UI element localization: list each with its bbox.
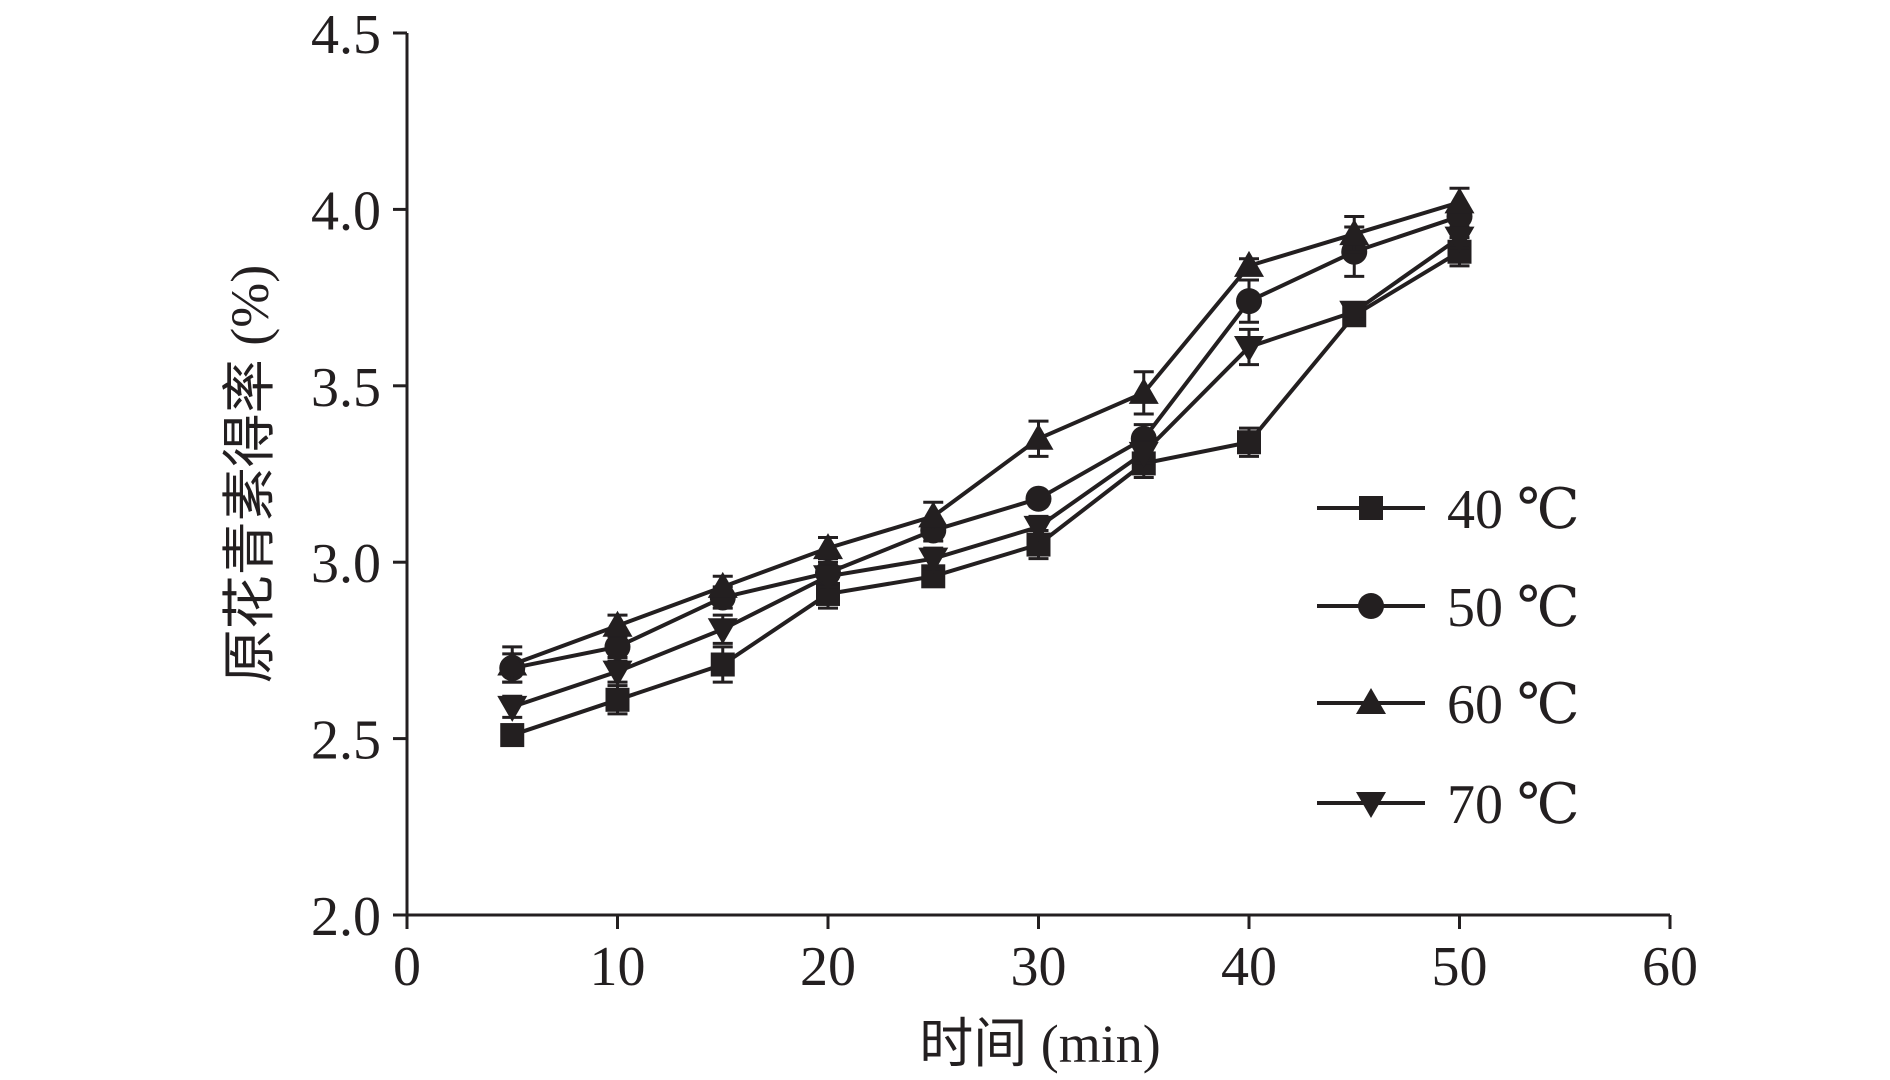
y-tick-label: 4.5 — [311, 4, 381, 66]
legend-item: 70 ℃ — [1317, 774, 1580, 836]
marker-square — [500, 723, 525, 748]
marker-triangle-up — [1234, 250, 1264, 277]
marker-circle — [1236, 288, 1262, 315]
legend-label: 40 ℃ — [1447, 479, 1580, 541]
x-tick-label: 60 — [1642, 936, 1698, 998]
series-40c — [500, 236, 1472, 748]
series-line — [511, 200, 1461, 667]
marker-circle — [604, 633, 631, 660]
y-tick-label: 2.5 — [311, 710, 381, 772]
marker-triangle-up — [707, 571, 738, 598]
marker-triangle-up — [918, 501, 949, 528]
x-tick-label: 40 — [1221, 936, 1277, 998]
marker-triangle-up — [1339, 219, 1370, 246]
marker-triangle-down — [1356, 792, 1386, 818]
series-60c — [497, 186, 1475, 684]
marker-triangle-up — [1023, 423, 1054, 450]
series-line — [511, 250, 1461, 737]
marker-triangle-down — [1234, 335, 1264, 362]
marker-triangle-up — [1356, 688, 1386, 714]
marker-triangle-down — [602, 660, 633, 687]
y-tick-label: 2.0 — [311, 886, 381, 948]
marker-triangle-down — [1023, 515, 1054, 542]
marker-triangle-down — [497, 695, 528, 722]
marker-triangle-up — [1444, 187, 1475, 214]
marker-square — [710, 652, 735, 677]
series-line — [511, 235, 1461, 709]
y-tick-label: 3.5 — [311, 357, 381, 419]
legend-item: 50 ℃ — [1317, 577, 1580, 639]
x-tick-label: 0 — [393, 936, 421, 998]
y-tick-label: 4.0 — [311, 180, 381, 242]
legend-label: 60 ℃ — [1447, 674, 1580, 736]
x-tick-label: 30 — [1011, 936, 1067, 998]
marker-circle — [1025, 485, 1052, 512]
marker-triangle-up — [813, 533, 843, 560]
marker-square — [605, 687, 630, 712]
marker-square — [1237, 430, 1261, 455]
marker-triangle-down — [813, 565, 843, 592]
legend-label: 70 ℃ — [1447, 774, 1580, 836]
legend-item: 40 ℃ — [1317, 479, 1580, 541]
legend-label: 50 ℃ — [1447, 577, 1580, 639]
marker-circle — [1358, 593, 1384, 619]
x-tick-label: 10 — [590, 936, 646, 998]
x-axis-label: 时间 (min) — [919, 1014, 1160, 1074]
marker-square — [1359, 496, 1383, 520]
marker-triangle-up — [1128, 377, 1159, 404]
marker-triangle-up — [602, 610, 633, 637]
x-tick-label: 20 — [800, 936, 856, 998]
series-70c — [497, 225, 1475, 722]
marker-triangle-down — [707, 618, 738, 645]
legend-item: 60 ℃ — [1317, 674, 1580, 736]
x-tick-label: 50 — [1432, 936, 1488, 998]
marker-triangle-down — [1339, 300, 1370, 327]
marker-triangle-down — [918, 547, 949, 574]
series-50c — [499, 203, 1473, 684]
axes: 0 10 20 30 40 50 60 2.0 2.5 3.0 3.5 4.0 4.5 — [311, 4, 1698, 998]
series-line — [511, 214, 1461, 671]
y-tick-label: 3.0 — [311, 533, 381, 595]
marker-triangle-down — [1444, 226, 1475, 253]
y-axis-label: 原花青素得率 (%) — [220, 265, 280, 683]
marker-triangle-up — [497, 649, 528, 676]
marker-triangle-down — [1128, 441, 1159, 468]
legend: 40 ℃ 50 ℃ 60 ℃ 70 ℃ — [1317, 479, 1580, 836]
data-marks — [497, 186, 1475, 748]
